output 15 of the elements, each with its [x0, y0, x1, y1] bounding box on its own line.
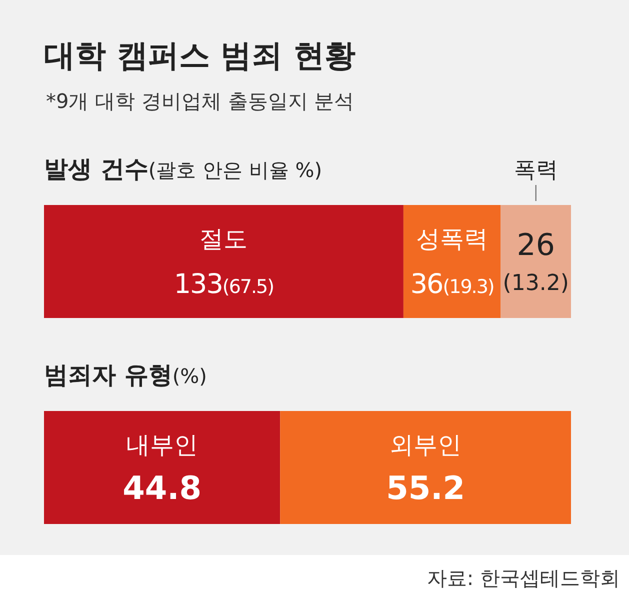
- series-label: 외부인: [390, 431, 462, 459]
- data-label: 36(19.3): [410, 269, 494, 300]
- chart-title: 범죄자 유형(%): [44, 361, 207, 389]
- text: 발생 건수(괄호 안은 비율 %): [44, 155, 322, 183]
- series-label: 폭력: [514, 158, 558, 183]
- chart-title: 대학 캠퍼스 범죄 현황: [44, 38, 356, 74]
- series-label: 절도: [200, 225, 248, 253]
- data-label: 55.2: [386, 469, 466, 507]
- data-label: 26(13.2): [502, 228, 569, 296]
- data-label: 133(67.5): [174, 269, 274, 300]
- chart-subtitle: *9개 대학 경비업체 출동일지 분석: [46, 89, 354, 113]
- text: 자료: 한국셉테드학회: [426, 566, 620, 590]
- series-label: 내부인: [126, 431, 198, 459]
- series-label: 성폭력: [416, 225, 488, 253]
- data-label: 44.8: [122, 469, 202, 507]
